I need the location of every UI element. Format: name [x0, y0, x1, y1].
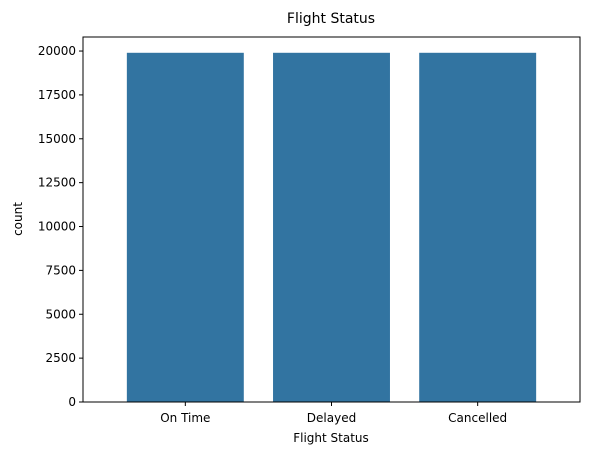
y-tick-label: 20000: [38, 44, 76, 58]
bar-on-time: [127, 53, 244, 402]
chart-title: Flight Status: [287, 11, 375, 27]
y-tick-label: 7500: [45, 263, 76, 277]
x-axis-label: Flight Status: [293, 431, 369, 445]
x-tick-label: Cancelled: [448, 411, 507, 425]
y-tick-label: 17500: [38, 88, 76, 102]
y-tick-label: 15000: [38, 132, 76, 146]
y-tick-label: 10000: [38, 220, 76, 234]
x-tick-label: On Time: [160, 411, 210, 425]
x-tick-label: Delayed: [307, 411, 356, 425]
y-tick-label: 0: [68, 395, 76, 409]
x-axis: On Time Delayed Cancelled: [160, 402, 507, 425]
y-tick-label: 2500: [45, 351, 76, 365]
bar-delayed: [273, 53, 390, 402]
bars-group: [127, 53, 536, 402]
y-tick-label: 5000: [45, 307, 76, 321]
bar-cancelled: [419, 53, 536, 402]
y-axis-label: count: [11, 202, 25, 236]
y-axis: 0 2500 5000 7500 10000 12500 15000 17500 20000: [38, 44, 83, 409]
y-tick-label: 12500: [38, 176, 76, 190]
